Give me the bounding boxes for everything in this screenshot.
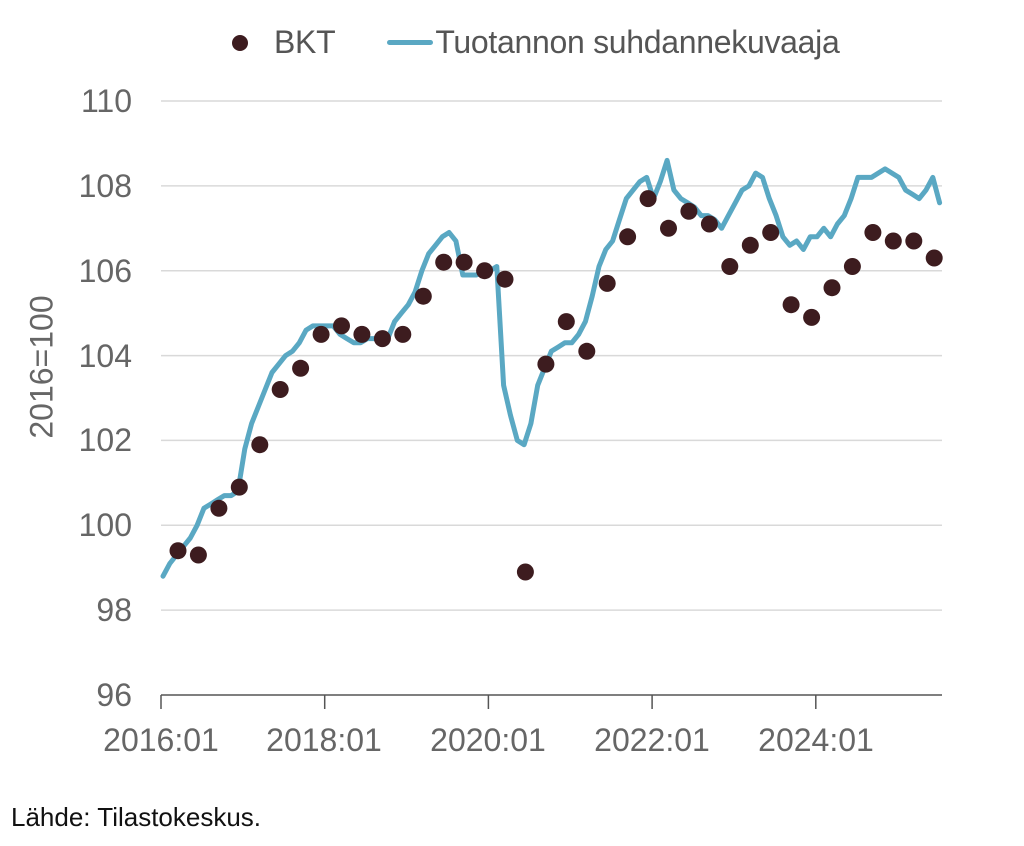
data-point-bkt (864, 224, 882, 241)
data-point-bkt (660, 219, 677, 237)
data-point-bkt (271, 381, 289, 398)
y-tick-label: 110 (80, 83, 132, 119)
data-point-bkt (762, 224, 780, 241)
data-point-bkt (189, 546, 207, 564)
data-point-bkt (803, 308, 821, 326)
series-line-tuotannon-suhdannekuvaaja (160, 157, 943, 579)
data-point-bkt (353, 325, 371, 343)
x-tick-label: 2020:01 (430, 722, 546, 758)
y-tick-label: 102 (78, 422, 132, 458)
x-tick-label: 2024:01 (758, 722, 874, 758)
y-tick-label: 96 (96, 677, 132, 713)
data-point-bkt (557, 313, 575, 331)
gridlines (161, 100, 942, 611)
data-point-bkt (435, 253, 453, 271)
y-tick-label: 108 (78, 168, 132, 204)
legend-label-bkt: BKT (274, 24, 336, 60)
data-point-bkt (619, 228, 637, 246)
series-points-bkt (169, 190, 943, 581)
data-point-bkt (230, 478, 248, 496)
data-point-bkt (210, 499, 228, 517)
x-tick-label: 2018:01 (266, 722, 382, 758)
data-point-bkt (292, 359, 310, 377)
data-point-bkt (476, 262, 494, 280)
data-point-bkt (680, 202, 698, 220)
y-axis-title: 2016=100 (23, 295, 60, 439)
data-point-bkt (373, 330, 391, 348)
source-note: Lähde: Tilastokeskus. (11, 802, 262, 832)
y-tick-label: 104 (78, 338, 132, 374)
data-point-bkt (537, 355, 555, 373)
data-point-bkt (843, 258, 861, 275)
legend-line-icon (387, 40, 434, 45)
x-tick-label: 2016:01 (103, 722, 219, 758)
data-point-bkt (455, 253, 473, 271)
data-point-bkt (414, 287, 432, 305)
data-point-bkt (394, 325, 412, 343)
x-tick-label: 2022:01 (594, 722, 710, 758)
data-point-bkt (823, 279, 841, 297)
data-point-bkt (639, 190, 657, 208)
data-point-bkt (333, 317, 350, 335)
data-point-bkt (741, 236, 759, 254)
legend: BKT Tuotannon suhdannekuvaaja (232, 24, 840, 61)
data-point-bkt (700, 215, 718, 233)
data-point-bkt (251, 436, 269, 454)
data-point-bkt (925, 249, 943, 267)
data-point-bkt (169, 542, 187, 560)
data-point-bkt (516, 563, 534, 581)
data-point-bkt (496, 270, 514, 288)
data-point-bkt (884, 232, 902, 250)
y-tick-label: 98 (96, 592, 132, 628)
data-point-bkt (782, 296, 800, 314)
x-axis (160, 694, 942, 709)
data-point-bkt (598, 274, 616, 292)
data-point-bkt (312, 325, 330, 343)
data-point-bkt (721, 258, 739, 275)
data-point-bkt (905, 232, 923, 250)
y-tick-label: 100 (78, 507, 132, 543)
legend-dot-icon (232, 34, 248, 51)
data-point-bkt (578, 342, 596, 360)
y-tick-label: 106 (78, 253, 132, 289)
legend-label-line: Tuotannon suhdannekuvaaja (435, 24, 840, 60)
